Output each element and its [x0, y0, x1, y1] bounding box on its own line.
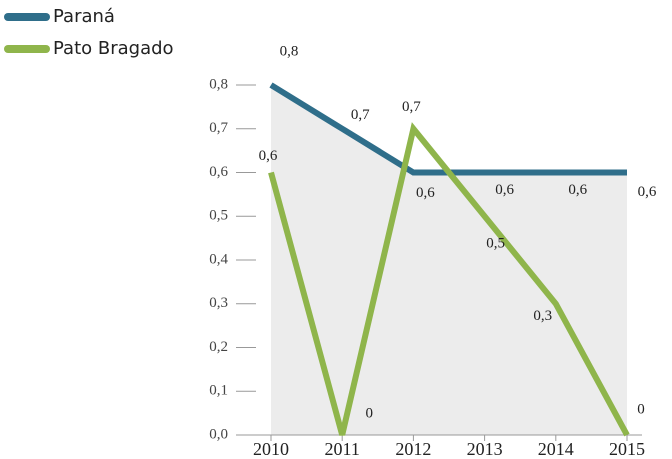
data-label: 0,6	[416, 185, 435, 201]
data-label: 0,8	[280, 43, 299, 59]
x-tick-label: 2012	[395, 439, 431, 459]
y-tick-label: 0,8	[209, 76, 228, 92]
data-label: 0,6	[638, 184, 657, 200]
data-label: 0,7	[402, 99, 421, 115]
y-tick-label: 0,2	[209, 339, 228, 355]
data-label: 0,3	[533, 308, 552, 324]
data-label: 0	[365, 405, 373, 421]
y-tick-label: 0,0	[209, 426, 228, 442]
data-label: 0,6	[568, 182, 587, 198]
x-tick-label: 2011	[325, 439, 360, 459]
legend-label: Paraná	[53, 6, 115, 27]
y-tick-label: 0,5	[209, 208, 228, 224]
y-tick-label: 0,7	[209, 120, 228, 136]
x-tick-label: 2010	[253, 439, 289, 459]
data-label: 0,5	[486, 236, 505, 252]
x-tick-label: 2014	[538, 439, 574, 459]
y-tick-label: 0,3	[209, 295, 228, 311]
y-tick-label: 0,1	[209, 383, 228, 399]
x-tick-label: 2015	[609, 439, 645, 459]
x-tick-label: 2013	[467, 439, 503, 459]
data-label: 0	[637, 401, 645, 417]
data-label: 0,7	[351, 107, 370, 123]
y-tick-label: 0,4	[209, 251, 228, 267]
legend-label: Pato Bragado	[53, 38, 174, 59]
data-label: 0,6	[495, 182, 514, 198]
y-tick-label: 0,6	[209, 164, 228, 180]
line	[268, 122, 630, 437]
area	[271, 85, 627, 435]
data-label: 0,6	[259, 148, 278, 164]
